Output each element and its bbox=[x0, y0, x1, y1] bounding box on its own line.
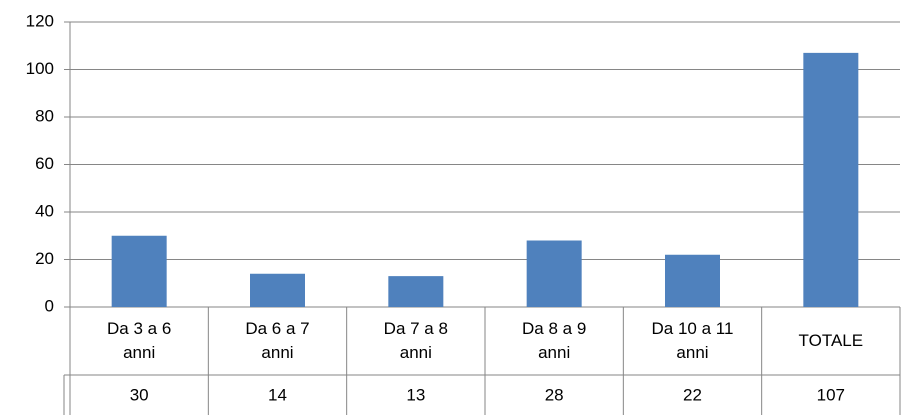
table-value: 13 bbox=[406, 385, 425, 404]
bar bbox=[388, 276, 444, 307]
y-tick-label: 20 bbox=[35, 249, 54, 268]
category-text: Da 10 a 11 anni bbox=[651, 319, 734, 362]
bar bbox=[111, 235, 167, 307]
category-text: Da 3 a 6 anni bbox=[107, 319, 172, 362]
category-text: TOTALE bbox=[798, 331, 864, 350]
table-value: 30 bbox=[130, 385, 149, 404]
category-text: Da 7 a 8 anni bbox=[383, 319, 448, 362]
category-text: Da 8 a 9 anni bbox=[522, 319, 587, 362]
x-tick-label: Da 10 a 11 anni bbox=[623, 307, 761, 375]
y-tick-label: 80 bbox=[35, 106, 54, 125]
table-value: 28 bbox=[545, 385, 564, 404]
x-tick-label: Da 8 a 9 anni bbox=[485, 307, 623, 375]
y-tick-label: 60 bbox=[35, 154, 54, 173]
x-tick-label: Da 7 a 8 anni bbox=[347, 307, 485, 375]
y-tick-label: 120 bbox=[26, 11, 54, 30]
bar bbox=[526, 240, 582, 307]
y-tick-label: 100 bbox=[26, 59, 54, 78]
y-tick-label: 0 bbox=[45, 296, 54, 315]
table-value: 14 bbox=[268, 385, 287, 404]
x-tick-label: TOTALE bbox=[762, 307, 900, 375]
bar bbox=[665, 254, 720, 307]
table-value: 107 bbox=[817, 385, 845, 404]
y-tick-label: 40 bbox=[35, 201, 54, 220]
x-tick-label: Da 3 a 6 anni bbox=[70, 307, 208, 375]
bar bbox=[250, 273, 305, 307]
category-text: Da 6 a 7 anni bbox=[245, 319, 310, 362]
table-value: 22 bbox=[683, 385, 702, 404]
bar bbox=[803, 52, 859, 307]
x-tick-label: Da 6 a 7 anni bbox=[208, 307, 346, 375]
